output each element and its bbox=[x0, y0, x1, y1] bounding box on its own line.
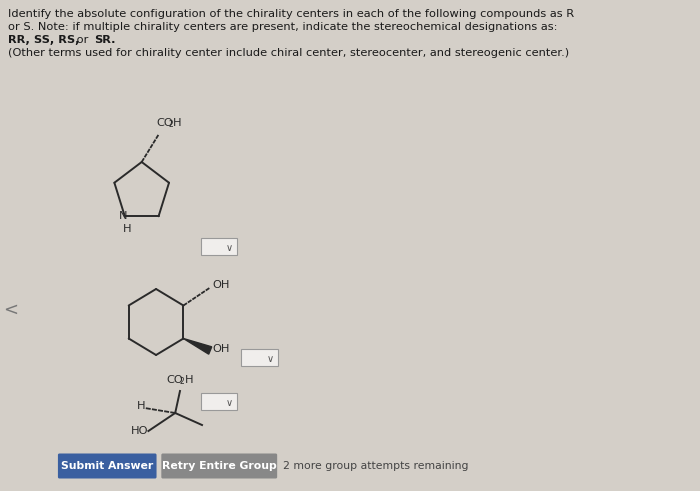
Text: H: H bbox=[137, 401, 146, 411]
Text: H: H bbox=[185, 375, 193, 385]
Text: Identify the absolute configuration of the chirality centers in each of the foll: Identify the absolute configuration of t… bbox=[8, 9, 574, 19]
Text: SR.: SR. bbox=[94, 35, 116, 45]
Text: ∨: ∨ bbox=[267, 354, 274, 363]
FancyBboxPatch shape bbox=[58, 454, 157, 479]
Text: H: H bbox=[174, 118, 182, 128]
Text: N: N bbox=[119, 211, 127, 221]
Text: HO: HO bbox=[131, 426, 148, 436]
Text: 2 more group attempts remaining: 2 more group attempts remaining bbox=[284, 461, 469, 471]
Text: or: or bbox=[73, 35, 92, 45]
Bar bbox=[241, 349, 278, 366]
Bar bbox=[201, 393, 237, 410]
Text: CO: CO bbox=[167, 375, 183, 385]
Text: H: H bbox=[123, 224, 132, 234]
Polygon shape bbox=[183, 338, 211, 354]
Text: 2: 2 bbox=[169, 120, 174, 129]
Text: Submit Answer: Submit Answer bbox=[61, 461, 153, 471]
Text: <: < bbox=[3, 301, 18, 319]
Text: ∨: ∨ bbox=[226, 243, 233, 252]
Text: OH: OH bbox=[212, 344, 230, 354]
Text: (Other terms used for chirality center include chiral center, stereocenter, and : (Other terms used for chirality center i… bbox=[8, 48, 569, 58]
FancyBboxPatch shape bbox=[161, 454, 277, 479]
Text: CO: CO bbox=[156, 118, 173, 128]
Text: or S. Note: if multiple chirality centers are present, indicate the stereochemic: or S. Note: if multiple chirality center… bbox=[8, 22, 557, 32]
Text: Retry Entire Group: Retry Entire Group bbox=[162, 461, 276, 471]
Text: 2: 2 bbox=[180, 377, 185, 386]
Text: RR, SS, RS,: RR, SS, RS, bbox=[8, 35, 79, 45]
Text: ∨: ∨ bbox=[226, 398, 233, 408]
Bar bbox=[201, 238, 237, 255]
Text: OH: OH bbox=[212, 280, 230, 291]
